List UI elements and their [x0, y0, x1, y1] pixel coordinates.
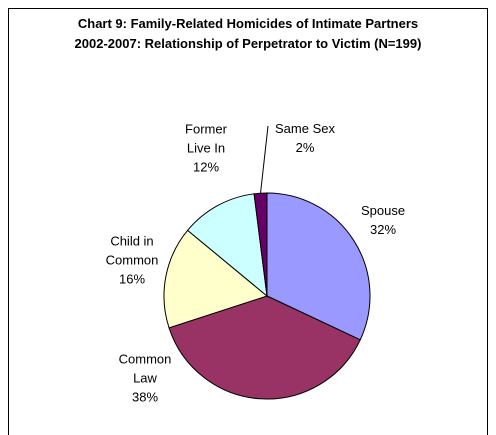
- slice-value: 16%: [118, 271, 146, 287]
- slice-value: 38%: [131, 389, 159, 405]
- slice-label: Same Sex 2%: [265, 119, 345, 157]
- slice-name: Common Law: [118, 351, 172, 386]
- pie-slice: [186, 193, 268, 298]
- slice-label: Spouse 32%: [353, 201, 413, 239]
- slice-label: Former Live In 12%: [176, 120, 236, 177]
- chart-frame: [8, 8, 488, 435]
- pie-slice: [163, 229, 269, 329]
- slice-label: Common Law 38%: [115, 350, 175, 407]
- slice-value: 2%: [295, 140, 315, 155]
- slice-label: Child in Common 16%: [97, 232, 167, 289]
- pie-slice: [266, 192, 371, 341]
- slice-name: Same Sex: [275, 121, 335, 136]
- slice-name: Former Live In: [185, 121, 227, 156]
- slice-name: Child in Common: [105, 233, 159, 268]
- slice-value: 32%: [369, 222, 397, 237]
- pie-slice: [168, 295, 361, 400]
- slice-value: 12%: [192, 159, 220, 175]
- leader-line: [260, 125, 269, 194]
- slice-name: Spouse: [360, 203, 406, 218]
- chart-title: Chart 9: Family-Related Homicides of Int…: [74, 16, 422, 51]
